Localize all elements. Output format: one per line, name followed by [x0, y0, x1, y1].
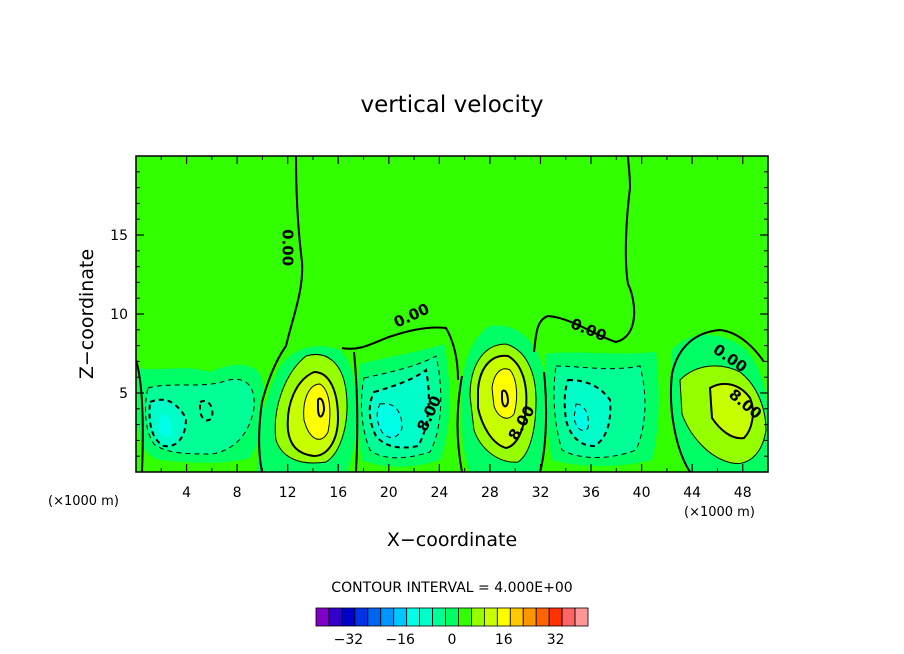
colorbar-swatch-7: [406, 607, 421, 627]
zero-contour-leftedge: [136, 359, 144, 472]
pos-contour-cell6-b: [708, 382, 754, 440]
pos-contour-cell6-a: [679, 365, 767, 464]
pos-contour-cell4-a: [469, 343, 537, 463]
neg-contour-cell5-b: [563, 378, 612, 448]
colorbar-swatch-4: [367, 607, 382, 627]
contour-fill-cell5-2: [564, 380, 611, 446]
colorbar-label-3: 16: [495, 632, 513, 648]
x-tick-label-4: 20: [380, 485, 398, 501]
pos-contour-cell2-a: [274, 354, 348, 464]
x-tick-label-0: 4: [182, 485, 191, 501]
colorbar-swatch-0: [315, 607, 330, 627]
x-tick-label-9: 40: [633, 485, 651, 501]
neg-contour-cell5-a: [553, 365, 646, 458]
neg-contour-cell1-a: [145, 378, 255, 455]
colorbar-swatch-10: [445, 607, 459, 627]
colorbar-label-1: −16: [385, 632, 415, 648]
chart-title: vertical velocity: [361, 92, 544, 118]
x-unit-left: (×1000 m): [48, 494, 119, 509]
colorbar-swatch-11: [458, 607, 472, 627]
colorbar-label-2: 0: [448, 632, 457, 648]
x-tick-label-3: 16: [329, 485, 347, 501]
neg-contour-cell3-a: [361, 355, 442, 459]
colorbar-swatch-17: [535, 607, 550, 627]
plot-area: 0.000.00 0.000.008.00 8.00 8.00: [135, 155, 769, 473]
colorbar-swatch-14: [496, 607, 511, 627]
x-tick-label-5: 24: [430, 485, 448, 501]
zero-contour-cell4-left: [456, 375, 463, 472]
zero-contour-cell2-right: [353, 351, 359, 472]
colorbar-swatch-9: [432, 607, 446, 627]
zero-contour-right: [671, 328, 765, 375]
neg-contour-cell1-b: [148, 398, 188, 448]
x-tick-label-6: 28: [481, 485, 499, 501]
colorbar-swatch-5: [380, 607, 395, 627]
neg-contour-cell3-b: [368, 368, 430, 449]
colorbar-swatch-18: [548, 607, 563, 627]
contour-fill-cell6-2: [710, 383, 753, 439]
colorbar-swatch-2: [341, 607, 356, 627]
colorbar-swatch-15: [509, 607, 524, 627]
contour-fill-cell3-3: [377, 403, 402, 438]
zero-contour-cell6-left: [669, 373, 691, 472]
x-tick-label-1: 8: [233, 485, 242, 501]
x-tick-label-8: 36: [582, 485, 600, 501]
colorbar-swatch-20: [574, 607, 589, 627]
pos-contour-cell4-c: [491, 368, 518, 419]
colorbar: −32 −16 0 16 32: [315, 607, 589, 648]
y-tick-label-1: 10: [110, 307, 128, 323]
pos-contour-cell2-c: [303, 383, 331, 440]
neg-contour-cell5-c: [573, 403, 589, 431]
x-unit-right: (×1000 m): [684, 505, 755, 520]
pos-contour-cell4-d: [501, 389, 510, 408]
colorbar-swatch-8: [419, 607, 433, 627]
y-axis-label: Z−coordinate: [76, 249, 98, 379]
zero-contour-cell4-right: [539, 371, 548, 472]
y-tick-label-2: 15: [110, 228, 128, 244]
pos-contour-cell2-b: [286, 370, 340, 458]
x-axis-label: X−coordinate: [387, 529, 517, 551]
contour-lines: [136, 156, 767, 472]
x-tick-label-11: 48: [734, 485, 752, 501]
pos-contour-cell2-d: [317, 397, 326, 418]
zero-contour-left: [258, 156, 304, 472]
contour-fill-cell5-3: [574, 404, 589, 431]
zero-contour-mid2: [533, 156, 636, 353]
colorbar-swatch-16: [522, 607, 537, 627]
y-tick-label-0: 5: [119, 386, 128, 402]
colorbar-swatch-1: [328, 607, 343, 627]
contour-fill-cell4-3: [492, 368, 517, 419]
colorbar-label-0: −32: [334, 632, 364, 648]
x-tick-label-7: 32: [532, 485, 550, 501]
colorbar-swatch-13: [483, 607, 498, 627]
contour-fill-cell2-3: [303, 384, 330, 440]
contour-label-0: 0.00: [279, 229, 297, 266]
pos-contour-cell4-b: [477, 354, 528, 450]
x-tick-label-10: 44: [683, 485, 701, 501]
colorbar-swatch-19: [561, 607, 576, 627]
colorbar-label-4: 32: [547, 632, 565, 648]
x-tick-label-2: 12: [279, 485, 297, 501]
zero-contour-mid1: [341, 326, 459, 381]
colorbar-swatch-6: [393, 607, 408, 627]
contour-interval-text: CONTOUR INTERVAL = 4.000E+00: [331, 580, 572, 596]
negative-contours: [145, 355, 646, 459]
colorbar-swatch-3: [354, 607, 369, 627]
colorbar-swatch-12: [471, 607, 485, 627]
contour-fill-cell1-3: [158, 414, 173, 437]
